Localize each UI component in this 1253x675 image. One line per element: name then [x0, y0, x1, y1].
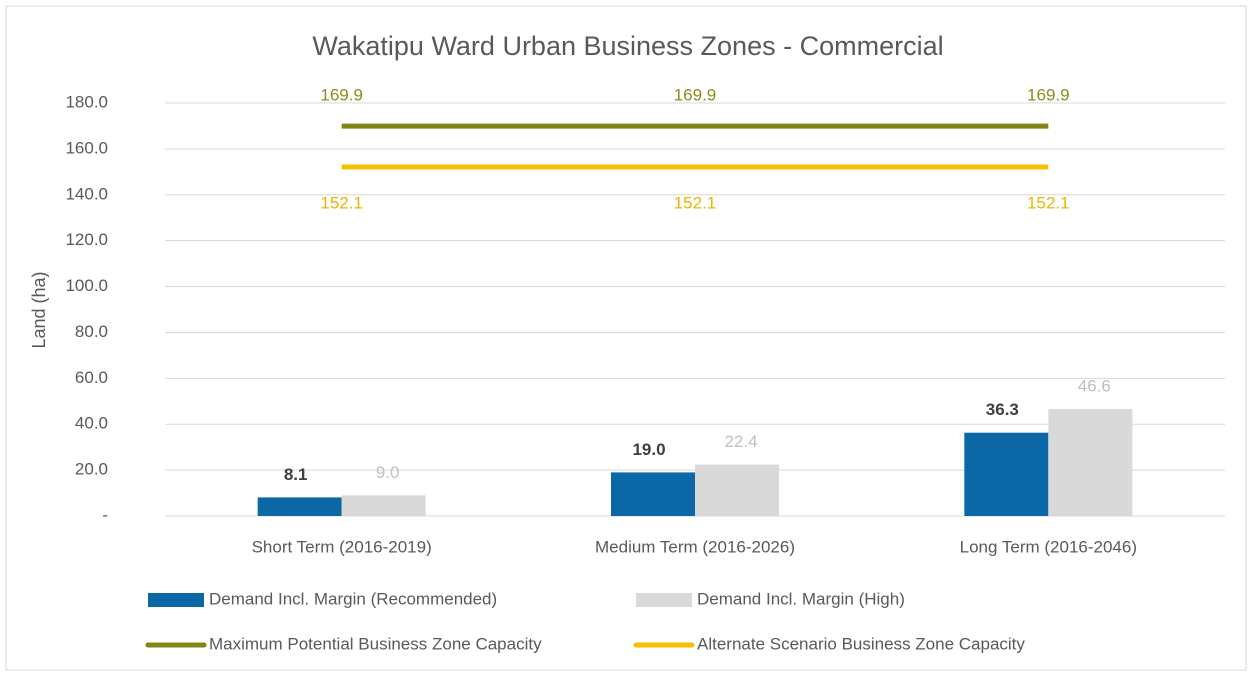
x-tick-label: Long Term (2016-2046) — [960, 537, 1137, 556]
data-label: 152.1 — [674, 193, 717, 212]
bar — [341, 495, 426, 516]
y-tick-label: 120.0 — [65, 230, 108, 249]
y-tick-label: 180.0 — [65, 92, 108, 111]
y-tick-label: - — [102, 505, 108, 524]
y-tick-label: 160.0 — [65, 138, 108, 157]
bar — [695, 464, 779, 516]
y-tick-label: 140.0 — [65, 184, 108, 203]
data-label: 19.0 — [632, 440, 665, 459]
legend-label: Alternate Scenario Business Zone Capacit… — [697, 634, 1025, 653]
data-label: 8.1 — [284, 465, 308, 484]
data-label: 9.0 — [376, 463, 400, 482]
data-label: 152.1 — [320, 193, 363, 212]
chart-title: Wakatipu Ward Urban Business Zones - Com… — [312, 31, 943, 61]
x-tick-label: Short Term (2016-2019) — [252, 537, 432, 556]
bar — [611, 472, 695, 516]
y-axis-title: Land (ha) — [29, 271, 49, 348]
y-tick-label: 100.0 — [65, 276, 108, 295]
legend-swatch — [148, 593, 204, 607]
bar — [1048, 409, 1133, 516]
data-label: 36.3 — [986, 400, 1019, 419]
data-label: 169.9 — [674, 86, 717, 105]
data-label: 46.6 — [1078, 377, 1111, 396]
data-label: 169.9 — [320, 86, 363, 105]
legend-label: Maximum Potential Business Zone Capacity — [209, 634, 542, 653]
bar — [964, 432, 1049, 516]
legend-label: Demand Incl. Margin (High) — [697, 589, 905, 608]
bar — [257, 497, 342, 516]
y-tick-label: 80.0 — [75, 322, 108, 341]
legend-swatch — [636, 593, 692, 607]
legend-label: Demand Incl. Margin (Recommended) — [209, 589, 497, 608]
data-label: 22.4 — [724, 432, 757, 451]
data-label: 152.1 — [1027, 193, 1070, 212]
x-tick-label: Medium Term (2016-2026) — [595, 537, 795, 556]
chart-border — [5, 5, 1247, 671]
data-label: 169.9 — [1027, 86, 1070, 105]
y-tick-label: 40.0 — [75, 414, 108, 433]
y-tick-label: 60.0 — [75, 368, 108, 387]
y-tick-label: 20.0 — [75, 460, 108, 479]
